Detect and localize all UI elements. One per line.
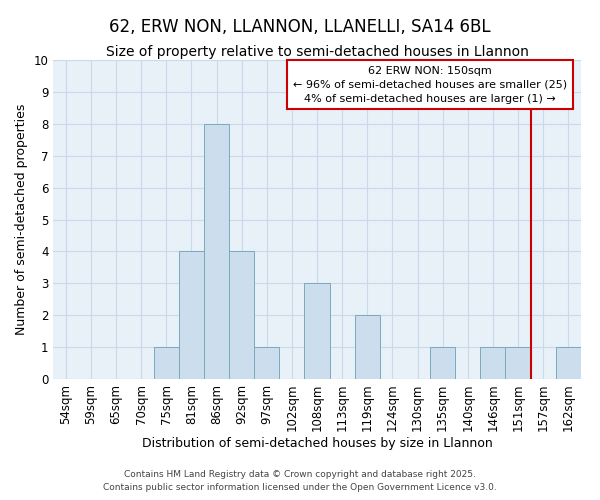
Bar — [304, 284, 329, 379]
Text: Contains HM Land Registry data © Crown copyright and database right 2025.
Contai: Contains HM Land Registry data © Crown c… — [103, 470, 497, 492]
Text: 62 ERW NON: 150sqm
← 96% of semi-detached houses are smaller (25)
4% of semi-det: 62 ERW NON: 150sqm ← 96% of semi-detache… — [293, 66, 567, 104]
Bar — [254, 347, 280, 379]
X-axis label: Distribution of semi-detached houses by size in Llannon: Distribution of semi-detached houses by … — [142, 437, 493, 450]
Bar — [204, 124, 229, 379]
Bar — [154, 347, 179, 379]
Bar — [179, 252, 204, 379]
Bar — [430, 347, 455, 379]
Bar — [481, 347, 505, 379]
Text: 62, ERW NON, LLANNON, LLANELLI, SA14 6BL: 62, ERW NON, LLANNON, LLANELLI, SA14 6BL — [109, 18, 491, 36]
Bar — [505, 347, 530, 379]
Y-axis label: Number of semi-detached properties: Number of semi-detached properties — [15, 104, 28, 335]
Bar — [229, 252, 254, 379]
Bar — [355, 315, 380, 379]
Bar — [556, 347, 581, 379]
Title: Size of property relative to semi-detached houses in Llannon: Size of property relative to semi-detach… — [106, 45, 529, 59]
